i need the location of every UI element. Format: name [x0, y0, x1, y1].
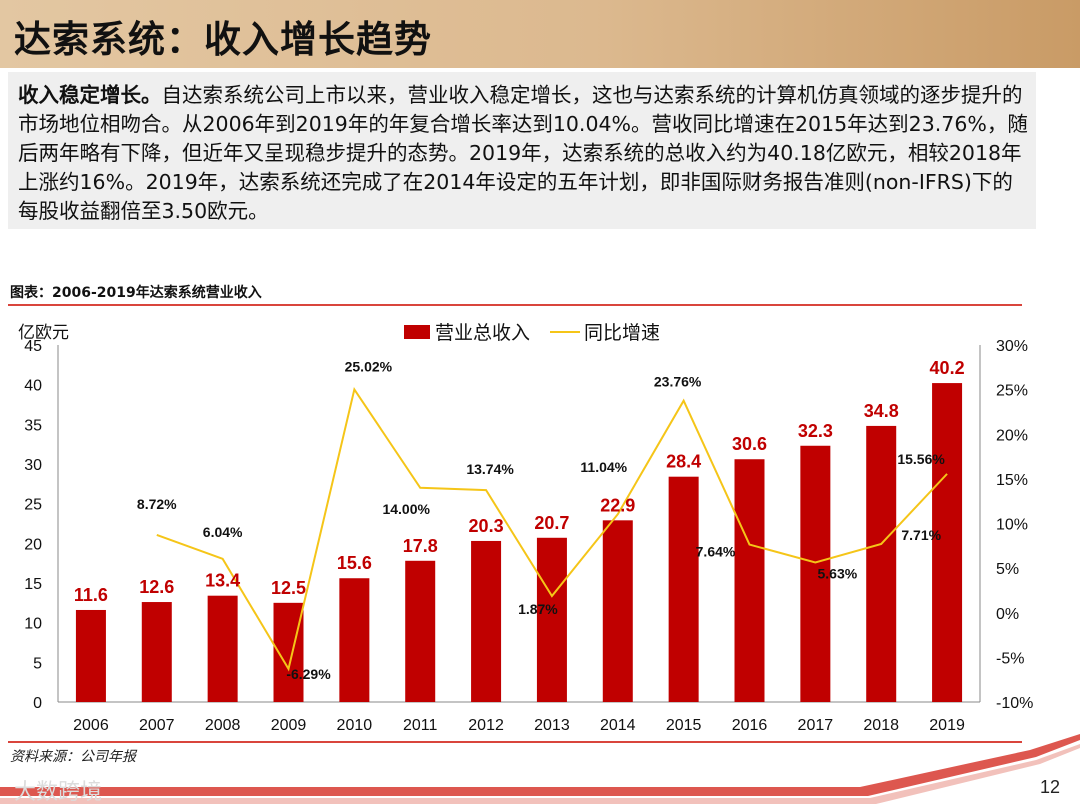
revenue-bar: [141, 602, 172, 702]
x-tick-label: 2016: [732, 717, 768, 734]
y2-tick-label: -5%: [996, 650, 1024, 667]
y-tick-label: 25: [24, 497, 42, 514]
growth-label: 1.87%: [518, 601, 558, 617]
y2-tick-label: 15%: [996, 472, 1028, 489]
revenue-bar-label: 40.2: [930, 358, 965, 378]
legend-layer: 营业总收入 同比增速: [404, 322, 660, 344]
x-tick-label: 2018: [863, 717, 899, 734]
growth-label: 25.02%: [345, 358, 393, 374]
x-tick-label: 2009: [271, 717, 307, 734]
revenue-bar: [602, 520, 633, 702]
y-tick-label: 15: [24, 576, 42, 593]
revenue-bar-label: 11.6: [74, 585, 108, 605]
y-axis-unit-label: 亿欧元: [18, 323, 69, 342]
revenue-bar-label: 12.5: [271, 578, 306, 598]
y2-tick-label: 20%: [996, 427, 1028, 444]
source-divider: [8, 741, 1022, 743]
chart-caption: 图表：2006-2019年达索系统营业收入: [10, 285, 262, 301]
legend-line-label: 同比增速: [584, 322, 660, 344]
revenue-bar: [471, 540, 502, 702]
growth-label: 11.04%: [580, 459, 627, 475]
y2-tick-label: 0%: [996, 606, 1019, 623]
x-tick-label: 2011: [403, 717, 438, 734]
revenue-bar: [207, 595, 238, 702]
revenue-bar: [866, 425, 897, 702]
y2-tick-label: -10%: [996, 695, 1033, 712]
revenue-bar: [800, 445, 831, 702]
x-tick-label: 2010: [337, 717, 373, 734]
x-tick-label: 2019: [929, 717, 965, 734]
growth-label: 5.63%: [818, 566, 858, 582]
y-tick-label: 40: [24, 378, 42, 395]
revenue-bar-label: 17.8: [403, 536, 438, 556]
x-tick-label: 2014: [600, 717, 636, 734]
x-tick-label: 2015: [666, 717, 702, 734]
growth-label: 7.71%: [901, 527, 941, 543]
y-tick-label: 10: [24, 616, 42, 633]
revenue-bar-label: 20.7: [534, 513, 569, 533]
revenue-bar-label: 15.6: [337, 553, 372, 573]
page-number: 12: [1040, 777, 1061, 797]
growth-label: 8.72%: [137, 496, 177, 512]
revenue-bar-label: 28.4: [666, 452, 701, 472]
y2-tick-label: 5%: [996, 561, 1019, 578]
growth-label: 15.56%: [897, 451, 945, 467]
revenue-bar-label: 22.9: [600, 495, 635, 515]
page-title: 达索系统：收入增长趋势: [14, 18, 432, 61]
summary-body: 自达索系统公司上市以来，营业收入稳定增长，这也与达索系统的计算机仿真领域的逐步提…: [18, 83, 1028, 223]
y2-tick-label: 10%: [996, 517, 1028, 534]
growth-line: [156, 386, 948, 672]
watermark-logo: 大数跨境: [14, 780, 103, 805]
y-tick-label: 45: [24, 338, 42, 355]
x-tick-label: 2013: [534, 717, 570, 734]
bottom-swoosh-decoration: [0, 734, 1080, 804]
growth-label: 14.00%: [382, 501, 430, 517]
revenue-bar: [75, 609, 106, 702]
growth-label: 13.74%: [466, 461, 514, 477]
x-tick-label: 2007: [139, 717, 175, 734]
growth-label: 7.64%: [696, 544, 736, 560]
y-tick-label: 20: [24, 536, 42, 553]
revenue-bar-label: 32.3: [798, 421, 833, 441]
y2-tick-label: 30%: [996, 338, 1028, 355]
y2-tick-label: 25%: [996, 383, 1028, 400]
source-note: 资料来源：公司年报: [10, 749, 136, 765]
legend-bar-swatch: [404, 325, 430, 339]
summary-text: 收入稳定增长。自达索系统公司上市以来，营业收入稳定增长，这也与达索系统的计算机仿…: [18, 81, 1028, 226]
revenue-bar: [536, 537, 567, 702]
revenue-bar-label: 20.3: [469, 516, 504, 536]
revenue-bar-label: 34.8: [864, 401, 899, 421]
x-tick-label: 2012: [468, 717, 504, 734]
x-tick-label: 2008: [205, 717, 241, 734]
x-tick-label: 2017: [798, 717, 834, 734]
summary-lead: 收入稳定增长。: [18, 83, 162, 107]
revenue-bar: [339, 578, 370, 702]
growth-label: 23.76%: [654, 374, 702, 390]
line-layer: [156, 386, 948, 672]
growth-label: 6.04%: [203, 524, 243, 540]
y-tick-label: 35: [24, 417, 42, 434]
y-tick-label: 30: [24, 457, 42, 474]
revenue-bar: [932, 383, 963, 702]
bars-layer: [75, 383, 963, 702]
revenue-bar: [668, 476, 699, 702]
revenue-chart: 亿欧元 0 5 10 15 20 25 30 35 40 45 -10% -5% 0% 5% 10% 15% 20…: [18, 322, 1033, 734]
revenue-bar-label: 30.6: [732, 434, 767, 454]
revenue-bar-label: 12.6: [139, 577, 174, 597]
y-tick-label: 0: [33, 695, 42, 712]
x-tick-label: 2006: [73, 717, 109, 734]
growth-label: -6.29%: [286, 666, 331, 682]
header-bar: 达索系统：收入增长趋势: [0, 0, 1080, 68]
revenue-bar: [734, 459, 765, 702]
caption-divider: [8, 304, 1022, 306]
revenue-bar-label: 13.4: [205, 571, 240, 591]
labels-layer: 11.6 12.6 13.4 12.5 15.6 17.8 20.3 20.7 22.9 28.4…: [74, 358, 965, 682]
y-tick-label: 5: [33, 655, 42, 672]
revenue-bar: [405, 560, 436, 702]
legend-bar-label: 营业总收入: [435, 322, 530, 344]
summary-box: 收入稳定增长。自达索系统公司上市以来，营业收入稳定增长，这也与达索系统的计算机仿…: [8, 72, 1036, 229]
